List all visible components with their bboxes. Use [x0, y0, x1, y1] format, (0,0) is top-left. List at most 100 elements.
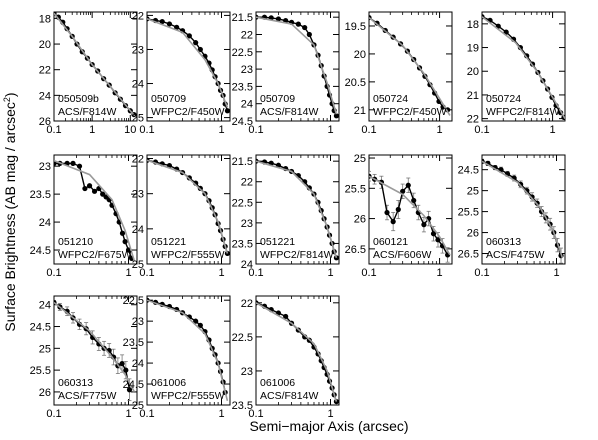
- y-tick-label: 25: [132, 113, 144, 125]
- panel-label-grb: 061006: [260, 377, 295, 389]
- data-point: [123, 367, 129, 373]
- panel-label-grb: 050724: [486, 93, 521, 105]
- data-point: [186, 33, 192, 39]
- model-fit-line: [256, 160, 338, 259]
- x-tick-label: 0.1: [139, 408, 154, 420]
- y-tick-label: 26: [354, 214, 366, 226]
- y-tick-label: 22: [467, 114, 479, 126]
- model-fit-line: [256, 16, 338, 115]
- plot-frame: [481, 154, 566, 265]
- x-axis-title: Semi−major Axis (arcsec): [249, 418, 408, 434]
- panel-label-grb: 051221: [151, 236, 186, 248]
- plot-frame: [255, 154, 340, 265]
- y-tick-label: 24: [241, 259, 253, 271]
- data-point: [390, 219, 396, 225]
- x-tick-label: 1: [327, 408, 333, 420]
- y-tick-label: 24: [132, 79, 144, 91]
- y-tick-label: 23: [241, 218, 253, 230]
- data-point: [119, 360, 125, 367]
- data-point: [82, 185, 88, 192]
- panel-label-grb: 050509b: [58, 93, 99, 105]
- y-tick-label: 22: [132, 10, 144, 22]
- y-tick-label: 25: [132, 259, 144, 271]
- y-tick-label: 23.5: [123, 337, 144, 349]
- model-fit-line: [369, 16, 451, 116]
- y-tick-label: 22.5: [232, 332, 253, 344]
- panel-label-filter: ACS/F814W: [260, 390, 318, 402]
- y-tick-label: 23: [132, 316, 144, 328]
- y-tick-label: 26.5: [345, 244, 366, 256]
- x-tick-label: 1: [550, 124, 556, 136]
- panel-label-grb: 050709: [151, 93, 186, 105]
- plot-area: [256, 158, 339, 261]
- plot-area: [54, 12, 137, 118]
- y-tick-label: 25: [39, 343, 51, 355]
- plot-frame: [368, 154, 453, 265]
- y-tick-label: 21.5: [232, 156, 253, 168]
- y-tick-label: 25.5: [458, 207, 479, 219]
- x-tick-label: 1: [218, 124, 224, 136]
- x-tick-label: 1: [437, 124, 443, 136]
- y-tick-label: 22: [241, 29, 253, 41]
- model-fit-line: [54, 159, 136, 262]
- y-tick-label: 26: [39, 116, 51, 128]
- y-tick-label: 23: [132, 189, 144, 201]
- plot-area: [256, 300, 339, 405]
- y-axis-title-close: ): [2, 92, 18, 97]
- plot-area: [54, 159, 136, 262]
- model-fit-line: [147, 299, 229, 401]
- model-fit-line: [482, 16, 565, 120]
- x-tick-label: 0.1: [139, 124, 154, 136]
- panel-label-grb: 060313: [58, 377, 93, 389]
- plot-area: [256, 14, 339, 119]
- y-tick-label: 25: [354, 153, 366, 165]
- x-tick-label: 0.1: [248, 267, 263, 279]
- plot-area: [369, 14, 451, 116]
- y-tick-label: 22: [241, 177, 253, 189]
- data-point: [411, 197, 417, 204]
- plot-frame: [53, 295, 138, 406]
- data-point: [122, 239, 128, 245]
- model-fit-line: [147, 159, 229, 254]
- model-fit-line: [482, 160, 564, 258]
- data-point: [159, 18, 165, 25]
- x-tick-label: 0.1: [474, 124, 489, 136]
- y-tick-label: 26: [467, 228, 479, 240]
- y-tick-label: 23.5: [232, 81, 253, 93]
- y-tick-label: 25: [132, 400, 144, 412]
- panel-label-grb: 051221: [260, 236, 295, 248]
- y-axis-title-superscript: 2: [2, 97, 12, 102]
- plot-frame: [146, 154, 231, 265]
- y-tick-label: 22: [241, 298, 253, 310]
- data-point: [193, 40, 199, 46]
- data-line: [369, 175, 449, 256]
- x-tick-label: 0.1: [361, 124, 376, 136]
- panel-label-filter: ACS/F775W: [58, 390, 116, 402]
- y-tick-label: 22: [39, 65, 51, 77]
- data-point: [275, 16, 282, 22]
- plot-area: [482, 14, 565, 121]
- data-point: [76, 163, 83, 169]
- data-point: [91, 188, 98, 194]
- y-tick-label: 23.5: [30, 189, 51, 201]
- x-tick-label: 1: [553, 267, 559, 279]
- data-point: [283, 313, 289, 320]
- data-point: [197, 46, 203, 53]
- plot-frame: [146, 11, 231, 122]
- y-tick-label: 24: [132, 224, 144, 236]
- x-tick-label: 1: [218, 267, 224, 279]
- y-tick-label: 22.5: [232, 197, 253, 209]
- data-point: [333, 113, 339, 119]
- panel-label-grb: 060313: [486, 236, 521, 248]
- y-tick-label: 24: [39, 90, 51, 102]
- y-tick-label: 24.5: [30, 322, 51, 334]
- panel-label-filter: ACS/F814W: [260, 106, 318, 118]
- data-point: [333, 255, 339, 261]
- y-tick-label: 24: [39, 217, 51, 229]
